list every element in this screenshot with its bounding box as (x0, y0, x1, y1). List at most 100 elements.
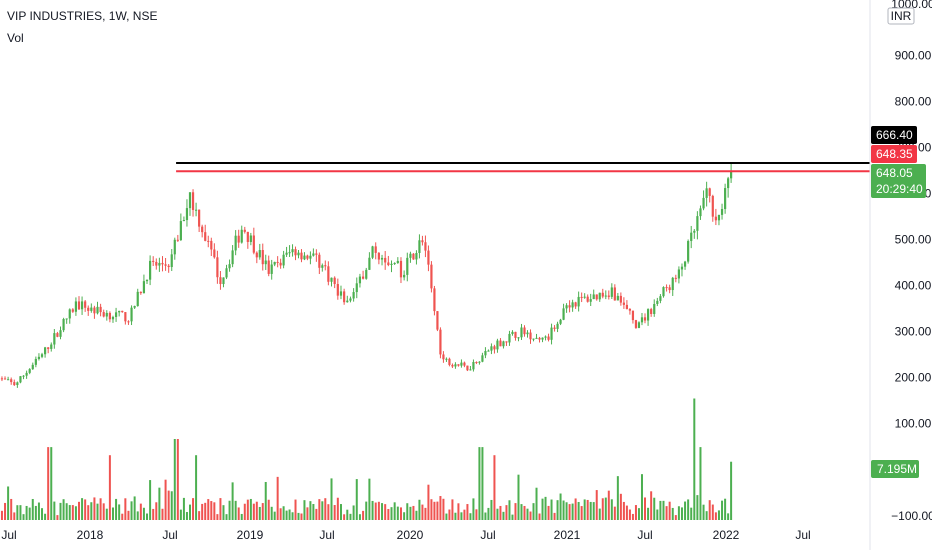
candle-body (145, 279, 149, 282)
volume-bar (31, 498, 34, 520)
candle-body (204, 232, 207, 241)
candle-body (321, 265, 324, 268)
volume-bar (553, 512, 556, 520)
volume-bar (568, 504, 571, 520)
volume-bar (517, 474, 520, 520)
volume-bar (192, 498, 195, 520)
volume-bar (261, 503, 264, 520)
volume-bar (384, 504, 387, 520)
volume-bar (50, 447, 53, 520)
time-tick-label: Jul (319, 528, 334, 542)
time-axis[interactable]: Jul 2018 Jul 2019 Jul 2020 Jul 2021 Jul 2022 Jul (1, 528, 810, 542)
candle-body (176, 239, 179, 241)
candle-body (309, 255, 312, 259)
candle-body (445, 358, 448, 360)
candle-body (288, 252, 291, 254)
volume-bar (179, 509, 182, 520)
volume-bar (207, 499, 210, 520)
time-tick-label: 2021 (554, 528, 581, 542)
volume-bar (270, 506, 273, 520)
candle-body (708, 188, 711, 196)
candle-body (659, 296, 662, 301)
volume-bar (349, 513, 352, 520)
volume-bar (393, 502, 396, 520)
volume-bar (634, 505, 637, 520)
volume-bar (556, 500, 559, 520)
volume-bar (318, 499, 321, 520)
volume-bar (65, 503, 68, 520)
candle-body (514, 331, 517, 338)
volume-bar (59, 502, 62, 520)
time-tick-label: 2022 (713, 528, 740, 542)
candle-body (390, 263, 393, 265)
candle-body (77, 301, 81, 310)
candle-body (28, 369, 31, 373)
candle-body (34, 358, 37, 365)
volume-bar (535, 487, 538, 520)
candle-body (727, 178, 730, 189)
volume-bar (708, 500, 711, 520)
candle-body (249, 235, 252, 242)
candle-body (589, 299, 592, 302)
candle-body (127, 321, 130, 323)
candle-body (349, 298, 352, 301)
candle-body (142, 281, 146, 294)
candle-body (637, 322, 641, 328)
volume-bar (267, 499, 270, 520)
volume-bar (714, 512, 717, 520)
volume-bar (409, 506, 412, 520)
volume-bar (170, 491, 173, 520)
tag-countdown: 20:29:40 (876, 182, 923, 196)
volume-bar (142, 507, 145, 520)
candle-body (306, 255, 309, 259)
candle-body (730, 171, 733, 179)
candle-body (324, 265, 327, 267)
volume-bar (613, 506, 616, 520)
volume-legend[interactable]: Vol (7, 31, 24, 45)
volume-bar (297, 512, 300, 520)
volume-bar (374, 502, 377, 520)
volume-bar (210, 501, 213, 520)
volume-bar (41, 508, 44, 520)
volume-bar (22, 514, 25, 520)
candle-body (396, 260, 399, 263)
volume-bar (574, 498, 577, 520)
volume-bar (538, 513, 541, 520)
candle-body (19, 376, 22, 383)
candle-body (264, 260, 267, 265)
candle-body (355, 283, 358, 293)
volume-bar (93, 497, 96, 520)
chart-title[interactable]: VIP INDUSTRIES, 1W, NSE (7, 9, 158, 23)
candle-body (201, 226, 204, 233)
volume-bar (285, 510, 288, 520)
volume-bar (571, 503, 574, 520)
price-axis[interactable]: 900.00800.00700.00600.00500.00400.00300.… (869, 0, 932, 550)
candle-body (234, 235, 237, 251)
volume-bar (228, 500, 231, 520)
currency-badge[interactable] (887, 7, 915, 25)
candle-body (315, 253, 318, 255)
candle-body (149, 260, 152, 280)
candle-body (562, 308, 565, 320)
candle-body (279, 262, 282, 266)
price-tick-label: 200.00 (895, 370, 932, 384)
volume-bar (481, 447, 484, 520)
candle-body (523, 327, 526, 335)
volume-bar (176, 439, 179, 520)
candle-body (198, 209, 201, 227)
candle-body (568, 305, 571, 308)
candle-body (403, 274, 406, 278)
volume-bar (315, 508, 318, 520)
volume-bar (74, 506, 77, 520)
volume-bar (189, 504, 191, 520)
candle-body (478, 361, 481, 363)
candle-body (53, 333, 56, 345)
candle-body (613, 287, 616, 301)
volume-bar (628, 509, 631, 520)
volume-bars (0, 398, 733, 520)
candle-body (511, 331, 514, 334)
candle-body (687, 241, 690, 262)
candle-body (59, 330, 62, 337)
tag-last-price-value: 648.05 (876, 166, 913, 180)
